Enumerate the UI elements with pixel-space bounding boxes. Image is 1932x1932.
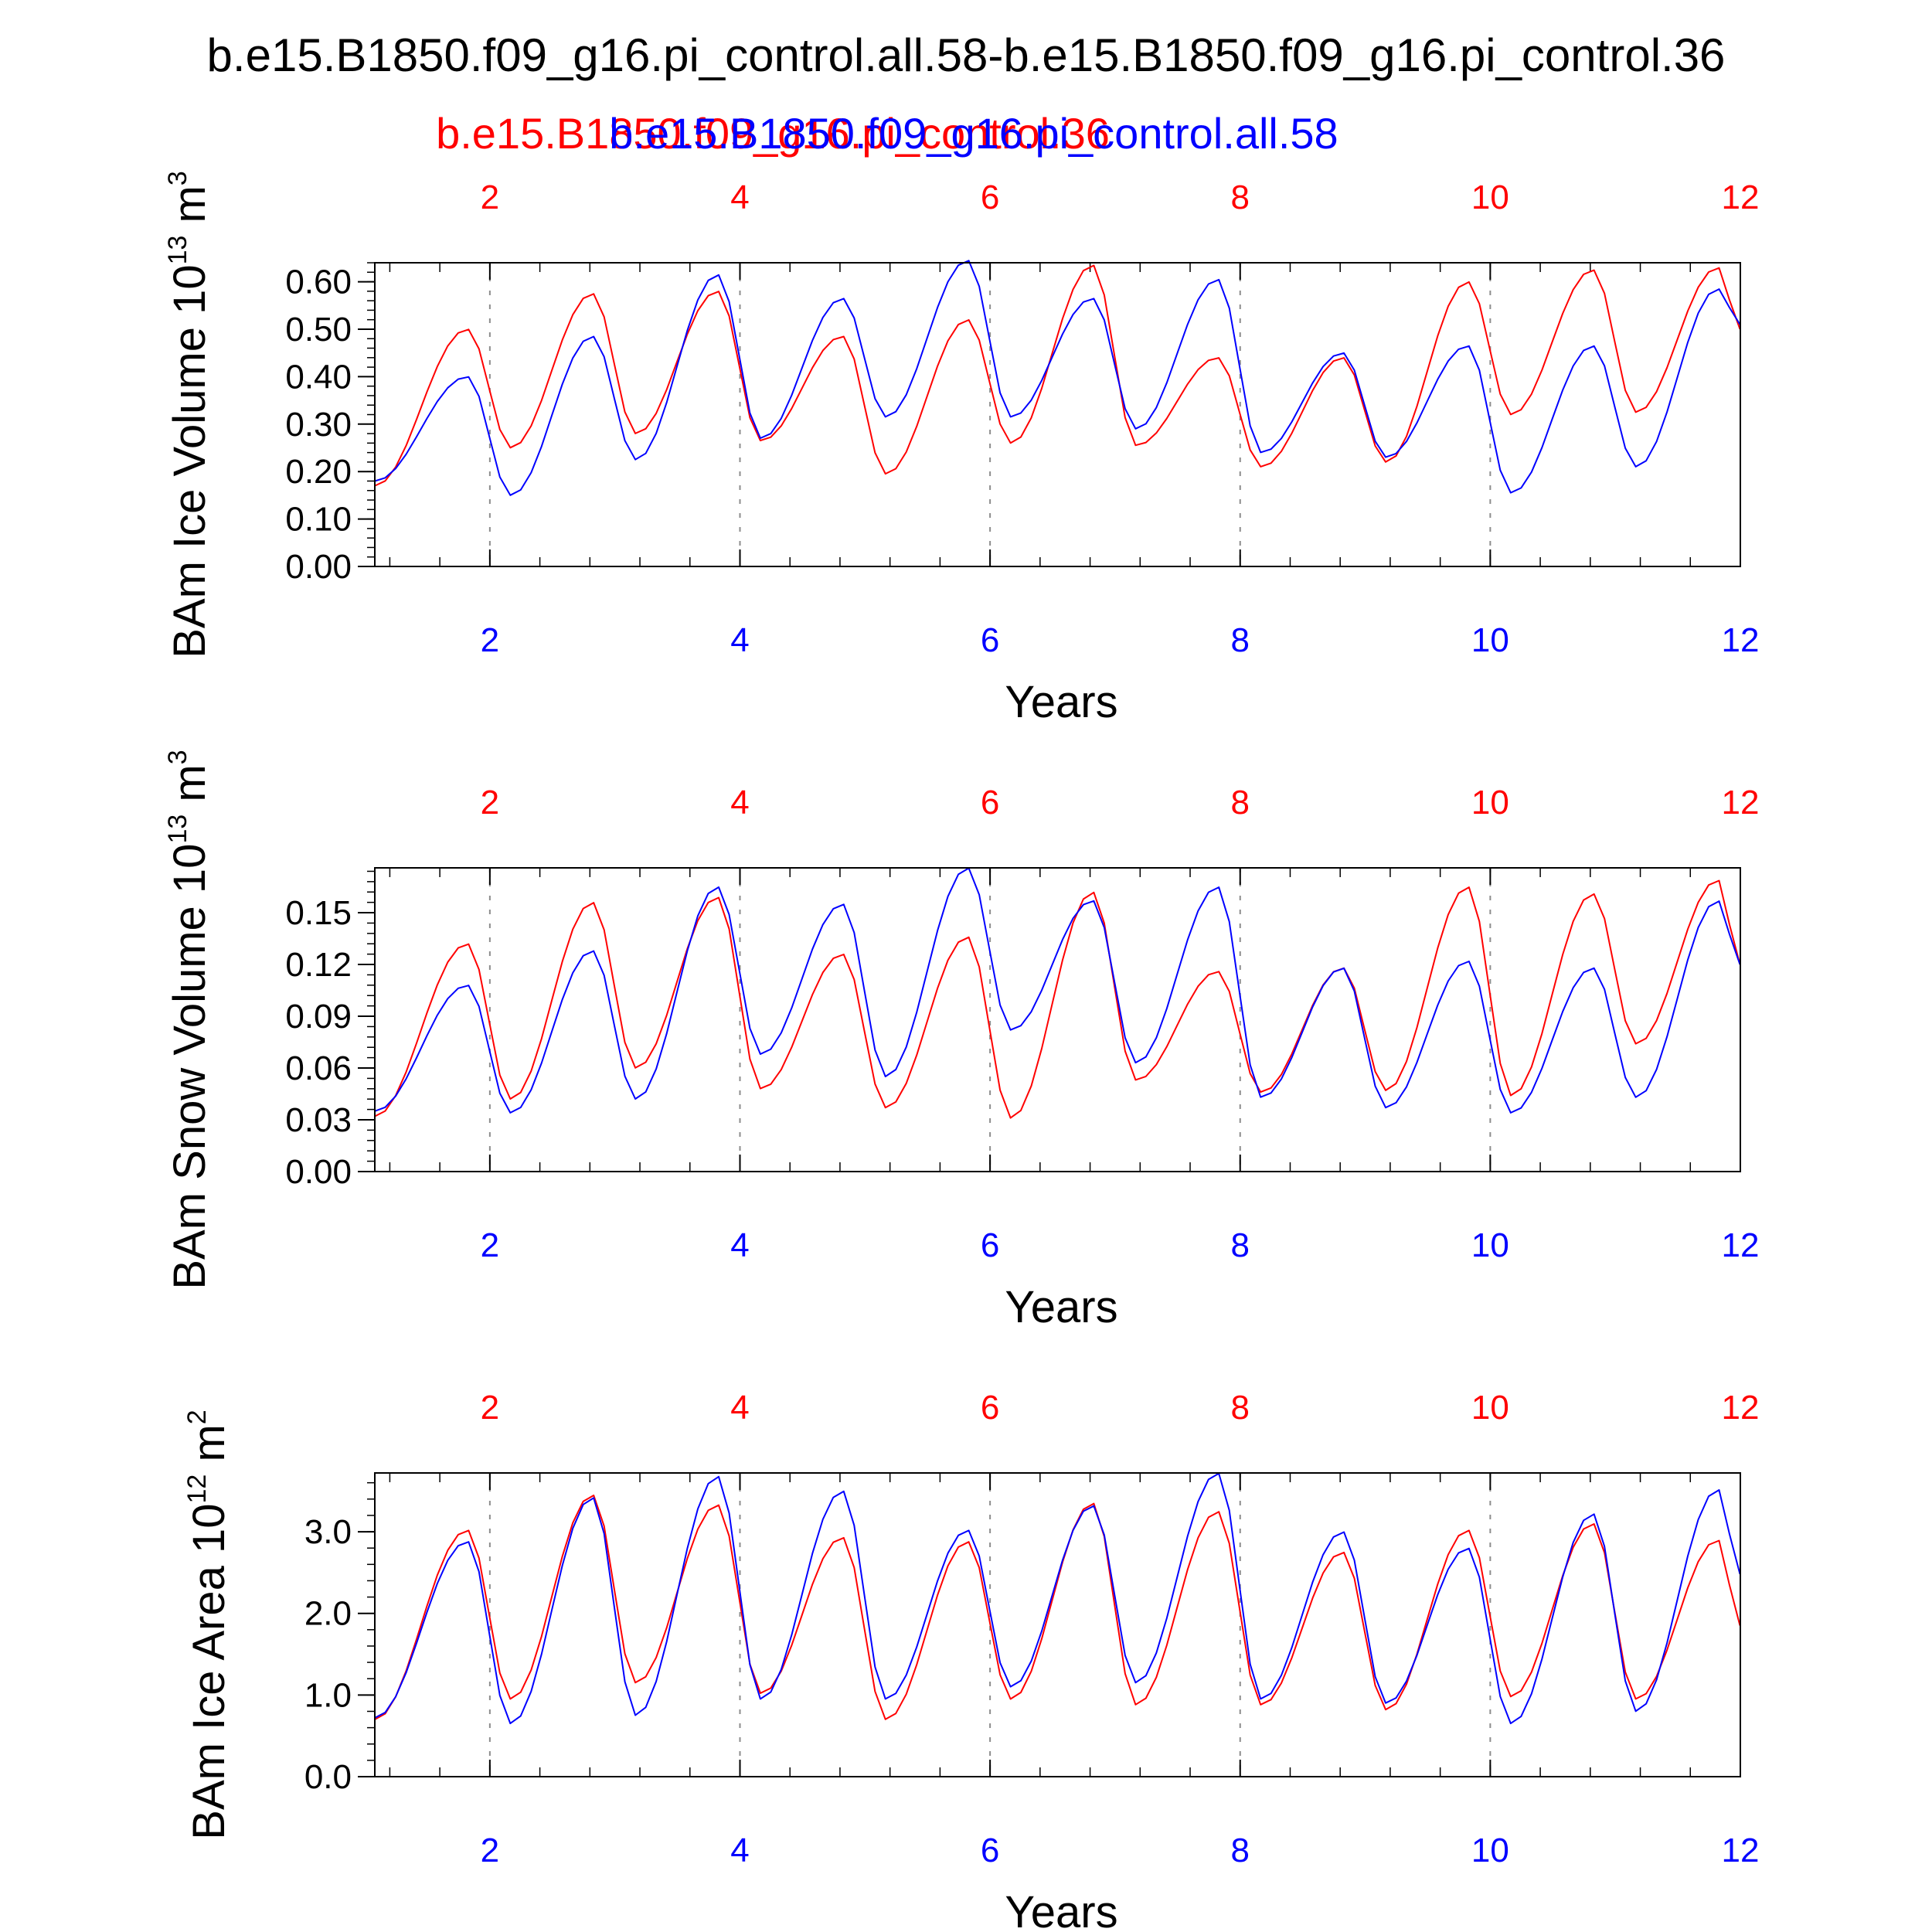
x-tick-label-bottom: 6	[981, 1226, 999, 1264]
x-tick-label-bottom: 2	[481, 1226, 499, 1264]
y-tick-label: 0.09	[285, 998, 352, 1036]
x-tick-label-bottom: 2	[481, 621, 499, 659]
x-tick-label-top: 10	[1471, 1389, 1509, 1427]
y-tick-label: 0.00	[285, 1153, 352, 1191]
series-line-series-b	[374, 260, 1741, 496]
y-axis-label: BAm Ice Volume 1013 m3	[163, 171, 215, 658]
y-tick-label: 0.03	[285, 1101, 352, 1139]
x-tick-label-top: 8	[1231, 1389, 1250, 1427]
series-line-series-a	[374, 879, 1741, 1119]
series-line-series-a	[374, 1495, 1741, 1720]
x-tick-label-top: 10	[1471, 179, 1509, 216]
x-tick-label-top: 12	[1722, 1389, 1760, 1427]
legend-series-b: b.e15.B1850.f09_g16.pi_control.all.58	[609, 109, 1338, 158]
y-tick-label: 1.0	[304, 1676, 352, 1714]
x-tick-label-top: 2	[481, 179, 499, 216]
x-tick-label-top: 12	[1722, 784, 1760, 821]
series-line-series-a	[374, 264, 1741, 487]
series-line-series-b	[374, 1472, 1741, 1725]
y-tick-label: 0.10	[285, 501, 352, 539]
plot-frame	[374, 262, 1741, 567]
x-tick-label-bottom: 12	[1722, 1832, 1760, 1869]
x-tick-label-bottom: 8	[1231, 1226, 1250, 1264]
figure-title: b.e15.B1850.f09_g16.pi_control.all.58-b.…	[207, 29, 1726, 81]
y-tick-label: 0.40	[285, 358, 352, 396]
x-tick-label-bottom: 10	[1471, 1832, 1509, 1869]
x-axis-label: Years	[1005, 677, 1117, 727]
x-axis-label: Years	[1005, 1887, 1117, 1932]
x-tick-label-bottom: 12	[1722, 621, 1760, 659]
panel-3: 0.0 1.0 2.0 3.0 2 2 4 4 6 6 8 8 10 10 12 12 Years BAm Ice…	[182, 1389, 1759, 1932]
x-tick-label-bottom: 10	[1471, 1226, 1509, 1264]
x-tick-label-bottom: 8	[1231, 1832, 1250, 1869]
x-tick-label-top: 2	[481, 784, 499, 821]
y-tick-label: 0.12	[285, 946, 352, 984]
x-tick-label-bottom: 10	[1471, 621, 1509, 659]
x-tick-label-top: 6	[981, 1389, 999, 1427]
y-tick-label: 0.0	[304, 1758, 352, 1796]
plot-frame	[374, 1472, 1741, 1777]
y-tick-label: 0.50	[285, 311, 352, 349]
x-tick-label-top: 8	[1231, 179, 1250, 216]
x-axis-label: Years	[1005, 1282, 1117, 1332]
series-line-series-b	[374, 867, 1741, 1114]
x-tick-label-bottom: 4	[730, 1832, 749, 1869]
y-tick-label: 0.15	[285, 894, 352, 932]
x-tick-label-top: 10	[1471, 784, 1509, 821]
x-tick-label-top: 6	[981, 784, 999, 821]
panel-2: 0.00 0.03 0.06 0.09 0.12 0.15 2 2 4 4 6 6 8 8 10 10 12 12…	[163, 750, 1759, 1332]
x-tick-label-top: 4	[730, 1389, 749, 1427]
y-axis-label: BAm Snow Volume 1013 m3	[163, 750, 215, 1289]
y-axis-label: BAm Ice Area 1012 m2	[182, 1410, 234, 1839]
x-tick-label-bottom: 4	[730, 1226, 749, 1264]
x-tick-label-top: 12	[1722, 179, 1760, 216]
x-tick-label-bottom: 4	[730, 621, 749, 659]
y-tick-label: 0.60	[285, 264, 352, 301]
y-tick-label: 0.20	[285, 453, 352, 491]
x-tick-label-top: 4	[730, 784, 749, 821]
x-tick-label-top: 6	[981, 179, 999, 216]
panel-1: 0.00 0.10 0.20 0.30 0.40 0.50 0.60 2 2 4 4 6 6 8 8 10 10…	[163, 171, 1759, 727]
x-tick-label-bottom: 6	[981, 1832, 999, 1869]
x-tick-label-top: 4	[730, 179, 749, 216]
x-tick-label-top: 2	[481, 1389, 499, 1427]
y-tick-label: 2.0	[304, 1595, 352, 1633]
y-tick-label: 0.00	[285, 548, 352, 586]
x-tick-label-bottom: 2	[481, 1832, 499, 1869]
y-tick-label: 0.30	[285, 406, 352, 444]
y-tick-label: 0.06	[285, 1049, 352, 1087]
x-tick-label-top: 8	[1231, 784, 1250, 821]
legend-series-a: b.e15.B1850.f09_g16.pi_control.36	[436, 109, 1110, 158]
y-tick-label: 3.0	[304, 1513, 352, 1551]
x-tick-label-bottom: 8	[1231, 621, 1250, 659]
x-tick-label-bottom: 12	[1722, 1226, 1760, 1264]
plot-frame	[374, 867, 1741, 1172]
x-tick-label-bottom: 6	[981, 621, 999, 659]
